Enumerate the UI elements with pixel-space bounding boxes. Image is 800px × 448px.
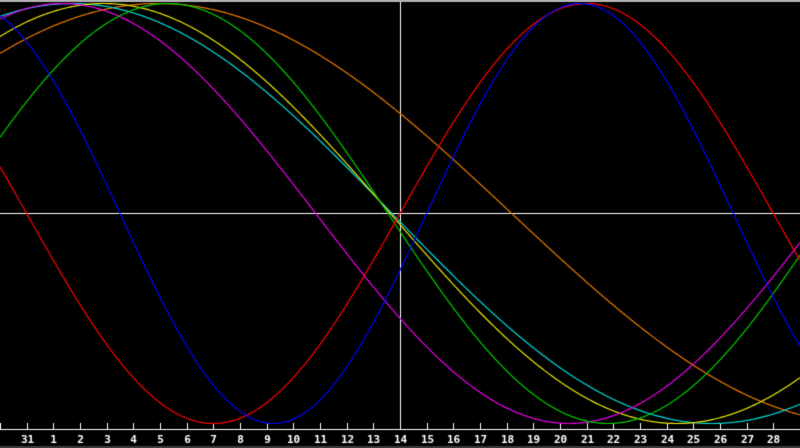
biorhythm-chart-window bbox=[0, 0, 800, 448]
biorhythm-chart-canvas bbox=[0, 0, 800, 448]
